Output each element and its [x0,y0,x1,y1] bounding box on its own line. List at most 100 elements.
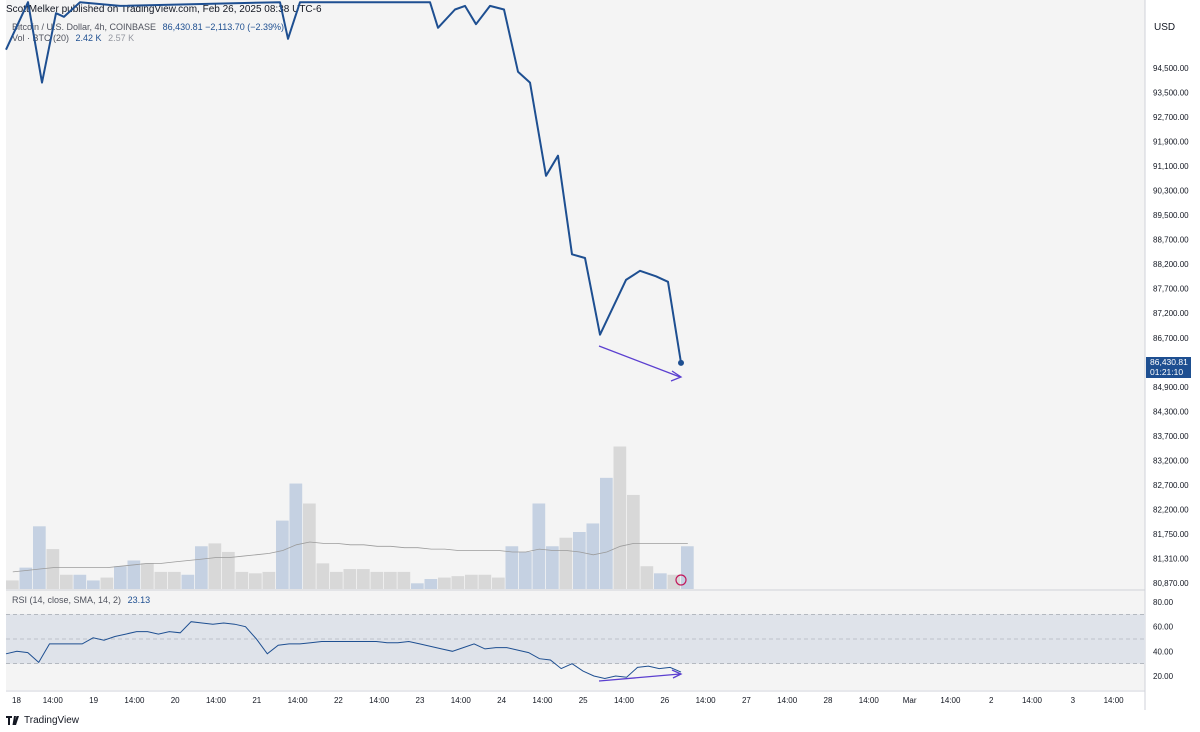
price-axis-tick: 89,500.00 [1153,211,1189,220]
time-axis-tick: 14:00 [369,696,390,705]
volume-bar [87,580,100,589]
time-axis-tick: 14:00 [696,696,717,705]
volume-bar [560,538,573,589]
volume-bar [641,566,654,589]
price-axis-tick: 94,500.00 [1153,64,1189,73]
price-axis-tick: 84,300.00 [1153,407,1189,416]
price-axis-tick: 86,700.00 [1153,334,1189,343]
time-axis-tick: 21 [252,696,261,705]
time-axis-tick: Mar [903,696,917,705]
volume-bar [438,578,451,589]
volume-bar [276,521,289,589]
volume-bar [290,484,303,589]
price-axis-tick: 91,900.00 [1153,138,1189,147]
volume-bar [168,572,181,589]
time-axis-tick: 14:00 [1104,696,1125,705]
price-line[interactable] [6,2,681,363]
price-axis-tick: 92,700.00 [1153,113,1189,122]
rsi-axis-tick: 60.00 [1153,623,1174,632]
volume-bar [263,572,276,589]
price-axis-tick: 87,700.00 [1153,285,1189,294]
time-axis-tick: 14:00 [43,696,64,705]
time-axis-tick: 3 [1071,696,1076,705]
volume-bar [452,576,465,589]
volume-bar [614,447,627,590]
time-axis-tick: 28 [824,696,833,705]
volume-bar [465,575,478,589]
price-divergence-arrow[interactable] [599,346,680,377]
price-axis-tick: 88,700.00 [1153,236,1189,245]
volume-bar [114,566,127,589]
price-axis-tick: 81,750.00 [1153,530,1189,539]
last-price-tag: 86,430.81 01:21:10 [1146,357,1191,378]
time-axis-tick: 26 [660,696,669,705]
time-axis-tick: 14:00 [614,696,635,705]
time-axis-tick: 27 [742,696,751,705]
volume-bar [330,572,343,589]
time-axis-tick: 14:00 [777,696,798,705]
time-axis-tick: 14:00 [1022,696,1043,705]
volume-bar [344,569,357,589]
time-axis-tick: 19 [89,696,98,705]
volume-bar [155,572,168,589]
price-axis-tick: 80,870.00 [1153,579,1189,588]
price-axis-tick: 93,500.00 [1153,89,1189,98]
price-axis-tick: 90,300.00 [1153,187,1189,196]
volume-bar [654,573,667,589]
price-axis-tick: 82,200.00 [1153,505,1189,514]
volume-bar [236,572,249,589]
volume-bar [182,575,195,589]
volume-bar [627,495,640,589]
time-axis-tick: 25 [579,696,588,705]
last-price-dot [678,360,684,366]
volume-bar [492,578,505,589]
time-axis-tick: 14:00 [940,696,961,705]
price-axis-tick: 82,700.00 [1153,481,1189,490]
time-axis-tick: 23 [416,696,425,705]
price-axis-tick: 91,100.00 [1153,162,1189,171]
rsi-axis-tick: 20.00 [1153,672,1174,681]
price-axis-tick: 84,900.00 [1153,383,1189,392]
rsi-axis-tick: 40.00 [1153,647,1174,656]
price-axis-tick: 88,200.00 [1153,260,1189,269]
volume-bar [600,478,613,589]
volume-bar [384,572,397,589]
volume-bar [398,572,411,589]
volume-bar [6,580,19,589]
tradingview-brand: TradingView [24,715,79,726]
time-axis-tick: 2 [989,696,994,705]
volume-bar [33,526,46,589]
volume-bar [195,546,208,589]
volume-bar [681,546,694,589]
time-axis-tick: 14:00 [206,696,227,705]
time-axis-tick: 14:00 [124,696,145,705]
volume-bar [371,572,384,589]
volume-bar [668,575,681,589]
volume-bar [357,569,370,589]
volume-bar [587,523,600,589]
volume-bar [74,575,87,589]
volume-bar [141,563,154,589]
time-axis-tick: 14:00 [859,696,880,705]
time-axis-tick: 14:00 [532,696,553,705]
volume-bar [317,563,330,589]
price-axis-tick: 87,200.00 [1153,309,1189,318]
tradingview-logo[interactable]: TradingView [6,715,79,726]
volume-bar [533,504,546,590]
price-axis-tick: 83,700.00 [1153,432,1189,441]
volume-bar [209,543,222,589]
time-axis-tick: 22 [334,696,343,705]
time-axis-tick: 24 [497,696,506,705]
rsi-axis-tick: 80.00 [1153,598,1174,607]
volume-bar [479,575,492,589]
volume-bar [546,546,559,589]
volume-bar [101,578,114,589]
volume-bar [573,532,586,589]
volume-bar [47,549,60,589]
time-axis-tick: 14:00 [451,696,472,705]
volume-bar [411,583,424,589]
volume-bar [60,575,73,589]
tradingview-logo-icon [6,716,20,725]
time-axis-tick: 14:00 [288,696,309,705]
